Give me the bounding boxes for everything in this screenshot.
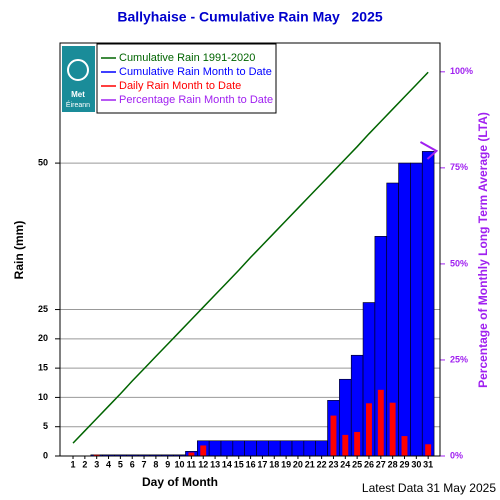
legend-box — [96, 43, 277, 114]
x-tick-label: 3 — [94, 459, 99, 469]
bar — [342, 434, 349, 456]
bar — [377, 389, 384, 456]
x-tick-label: 6 — [130, 459, 135, 469]
bar — [256, 440, 269, 457]
y-tick-label: 25 — [38, 304, 48, 314]
bar — [410, 162, 423, 457]
bar — [398, 162, 411, 457]
y2-tick-label: 100% — [450, 66, 473, 76]
y-axis-label: Rain (mm) — [12, 221, 26, 280]
x-tick-label: 14 — [222, 459, 232, 469]
bar — [354, 431, 361, 456]
legend-label: Cumulative Rain 1991-2020 — [119, 52, 255, 64]
bar — [366, 403, 372, 456]
x-tick-label: 9 — [165, 459, 170, 469]
x-tick-label: 15 — [234, 459, 244, 469]
y2-tick-label: 50% — [450, 258, 468, 268]
logo-text: Éireann — [66, 100, 90, 109]
marker — [419, 141, 439, 160]
y-tick-label: 50 — [38, 157, 48, 167]
bar — [200, 445, 207, 456]
bar — [389, 402, 396, 456]
x-tick-label: 8 — [153, 459, 158, 469]
x-tick-label: 30 — [411, 459, 421, 469]
x-axis-label: Day of Month — [142, 475, 218, 489]
x-tick-label: 23 — [328, 459, 338, 469]
legend-label: Percentage Rain Month to Date — [119, 94, 273, 106]
bar — [244, 440, 257, 457]
x-tick-label: 16 — [246, 459, 256, 469]
bar — [401, 436, 408, 456]
x-tick-label: 29 — [399, 459, 409, 469]
x-tick-label: 1 — [71, 459, 76, 469]
x-tick-label: 22 — [317, 459, 327, 469]
x-tick-label: 12 — [198, 459, 208, 469]
bar — [232, 440, 245, 457]
x-tick-label: 19 — [281, 459, 291, 469]
y2-tick-label: 25% — [450, 354, 468, 364]
x-tick-label: 28 — [388, 459, 398, 469]
chart-title: Ballyhaise - Cumulative Rain May 2025 — [117, 9, 383, 25]
x-tick-label: 13 — [210, 459, 220, 469]
bar — [208, 440, 222, 457]
legend: Met Éireann Cumulative Rain 1991-2020 Cum… — [62, 43, 277, 114]
y-tick-label: 15 — [38, 363, 48, 373]
bar — [220, 440, 234, 457]
bar — [330, 415, 337, 456]
line — [72, 71, 429, 444]
x-tick-label: 17 — [257, 459, 267, 469]
plot-frame — [59, 42, 441, 457]
footer: Latest Data 31 May 2025 — [362, 481, 496, 495]
logo-icon — [67, 59, 89, 81]
bar — [303, 440, 317, 457]
x-tick-label: 7 — [142, 459, 147, 469]
x-tick-label: 2 — [82, 459, 87, 469]
x-tick-label: 25 — [352, 459, 362, 469]
x-tick-label: 5 — [118, 459, 123, 469]
bar — [268, 440, 281, 457]
x-tick-label: 31 — [423, 459, 433, 469]
x-tick-label: 24 — [340, 459, 350, 469]
logo-text: Met — [71, 90, 85, 99]
y-tick-label: 10 — [38, 392, 48, 402]
bar — [315, 440, 328, 457]
legend-label: Daily Rain Month to Date — [119, 80, 241, 92]
bar — [425, 444, 432, 456]
bar — [421, 151, 435, 457]
y-tick-label: 20 — [38, 333, 48, 343]
x-tick-label: 21 — [305, 459, 315, 469]
x-tick-label: 18 — [269, 459, 279, 469]
y2-axis-label: Percentage of Monthly Long Term Average … — [476, 112, 490, 388]
bar — [279, 440, 293, 457]
x-tick-label: 4 — [106, 459, 111, 469]
bar — [93, 454, 100, 456]
x-tick-label: 27 — [376, 459, 386, 469]
bar — [188, 452, 195, 456]
y-tick-label: 0 — [43, 450, 48, 460]
x-tick-label: 26 — [364, 459, 374, 469]
x-tick-label: 10 — [175, 459, 185, 469]
legend-label: Cumulative Rain Month to Date — [119, 66, 272, 78]
y2-tick-label: 0% — [450, 450, 463, 460]
y2-tick-label: 75% — [450, 162, 468, 172]
x-tick-label: 20 — [293, 459, 303, 469]
y-tick-label: 5 — [43, 421, 48, 431]
x-tick-label: 11 — [187, 459, 197, 469]
bar — [291, 440, 305, 457]
